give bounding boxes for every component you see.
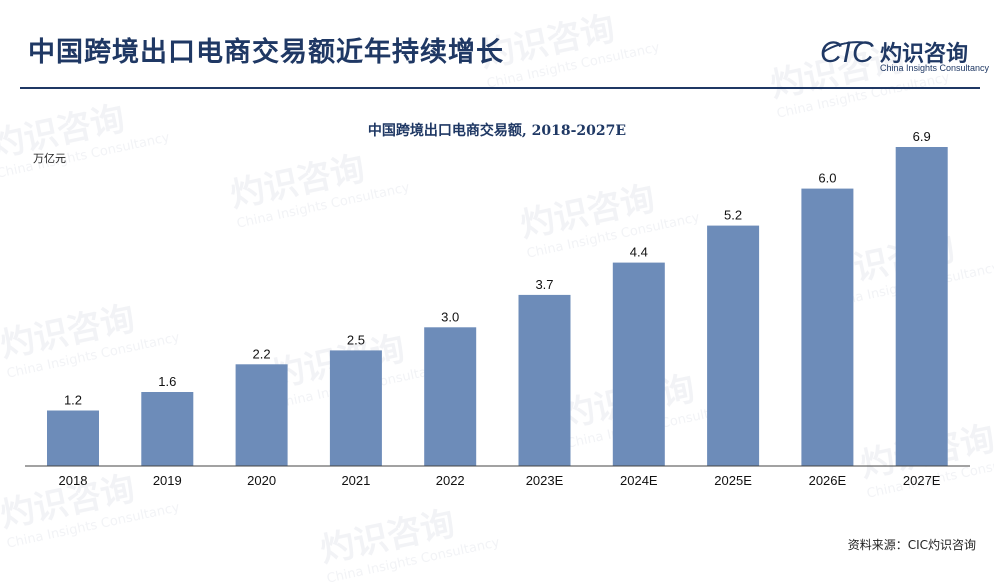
bar-2020 [235,364,288,466]
slide: 灼识咨询 China Insights Consultancy 灼识咨询 China… [0,9,994,587]
data-label-2022: 3.0 [441,309,459,324]
x-tick-label-2023E: 2023E [526,473,564,488]
bar-2026E [801,188,854,466]
data-label-2021: 2.5 [347,332,365,347]
logo-chinese-text: 灼识咨询 [880,42,969,67]
data-label-2025E: 5.2 [724,208,742,223]
logo-english-text: China Insights Consultancy [880,63,990,73]
page-title: 中国跨境出口电商交易额近年持续增长 [28,37,504,68]
bar-2027E [895,147,948,466]
bar-2022 [424,327,477,466]
bar-2019 [141,392,194,466]
data-label-2019: 1.6 [158,374,176,389]
bar-chart: 1.2 2018 1.6 2019 2.2 2020 2.5 2021 3.0 2022 3.7 20… [25,129,970,488]
header-divider [20,87,980,89]
y-unit-label: 万亿元 [33,152,66,165]
x-tick-label-2021: 2021 [341,473,370,488]
x-tick-label-2027E: 2027E [903,473,941,488]
data-label-2024E: 4.4 [630,245,648,260]
chart-title: 中国跨境出口电商交易额, 2018-2027E [367,123,627,139]
x-tick-label-2022: 2022 [436,473,465,488]
source-note: 资料来源：CIC灼识咨询 [847,538,976,552]
bar-2023E [518,294,571,466]
x-tick-label-2018: 2018 [59,473,88,488]
data-label-2026E: 6.0 [818,171,836,186]
bar-2021 [329,350,382,466]
x-tick-label-2024E: 2024E [620,473,658,488]
x-tick-label-2020: 2020 [247,473,276,488]
data-label-2020: 2.2 [253,346,271,361]
data-label-2018: 1.2 [64,393,82,408]
bar-2025E [707,225,760,466]
bar-2024E [612,262,665,466]
data-label-2027E: 6.9 [913,129,931,144]
cic-logo: CIC 灼识咨询 China Insights Consultancy [816,34,989,76]
x-tick-label-2025E: 2025E [714,473,752,488]
logo-cic-text: CIC [820,36,875,69]
bar-2018 [47,410,99,466]
x-tick-label-2019: 2019 [153,473,182,488]
x-tick-label-2026E: 2026E [809,473,847,488]
data-label-2023E: 3.7 [535,277,553,292]
